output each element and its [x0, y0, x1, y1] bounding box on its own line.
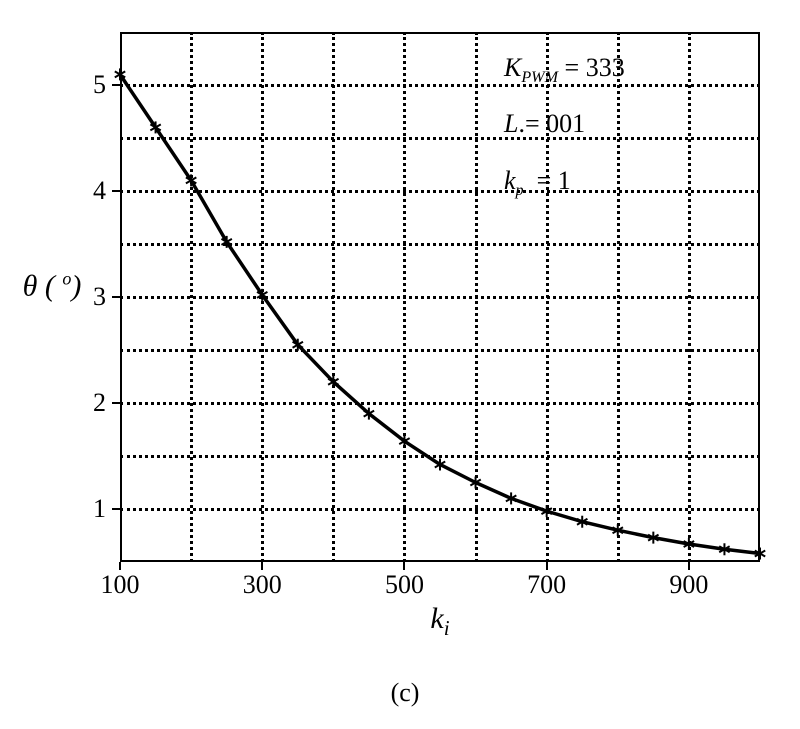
- figure-page: 100 300 500 700 900 1 2 3 4 5 KPWM = 333 L.= 001 kp …: [0, 0, 800, 729]
- gridline-horizontal: [120, 84, 760, 87]
- gridline-horizontal: [120, 455, 760, 458]
- gridline-vertical: [332, 32, 335, 562]
- gridline-vertical: [261, 32, 264, 562]
- subplot-label: (c): [391, 678, 420, 708]
- x-tick-label: 500: [385, 570, 424, 600]
- series-line: [120, 74, 760, 553]
- gridline-horizontal: [120, 508, 760, 511]
- x-tick-label: 100: [101, 570, 140, 600]
- y-axis-label: θ ( o): [23, 269, 82, 304]
- plot-annotation: kp = 1: [504, 166, 571, 200]
- gridline-horizontal: [120, 296, 760, 299]
- x-tick-label: 300: [243, 570, 282, 600]
- gridline-horizontal: [120, 190, 760, 193]
- gridline-vertical: [403, 32, 406, 562]
- plot-annotation: L.= 001: [504, 109, 585, 139]
- gridline-horizontal: [120, 243, 760, 246]
- y-tick-label: 5: [93, 70, 106, 100]
- plot-annotation: KPWM = 333: [504, 53, 625, 87]
- y-tick-mark: [112, 508, 120, 510]
- gridline-horizontal: [120, 137, 760, 140]
- x-tick-mark: [403, 562, 405, 570]
- x-tick-label: 700: [527, 570, 566, 600]
- y-tick-mark: [112, 296, 120, 298]
- gridline-vertical: [617, 32, 620, 562]
- y-tick-label: 1: [93, 494, 106, 524]
- y-tick-label: 2: [93, 388, 106, 418]
- x-tick-mark: [261, 562, 263, 570]
- gridline-vertical: [475, 32, 478, 562]
- gridline-horizontal: [120, 349, 760, 352]
- gridline-vertical: [190, 32, 193, 562]
- y-tick-mark: [112, 84, 120, 86]
- y-tick-label: 3: [93, 282, 106, 312]
- x-axis-label: ki: [430, 602, 449, 641]
- plot-area: 10030050070090012345KPWM = 333L.= 001kp …: [120, 32, 760, 562]
- x-tick-label: 900: [669, 570, 708, 600]
- y-tick-mark: [112, 402, 120, 404]
- x-tick-mark: [546, 562, 548, 570]
- gridline-vertical: [688, 32, 691, 562]
- gridline-horizontal: [120, 402, 760, 405]
- y-tick-mark: [112, 190, 120, 192]
- x-tick-mark: [119, 562, 121, 570]
- y-tick-label: 4: [93, 176, 106, 206]
- x-tick-mark: [688, 562, 690, 570]
